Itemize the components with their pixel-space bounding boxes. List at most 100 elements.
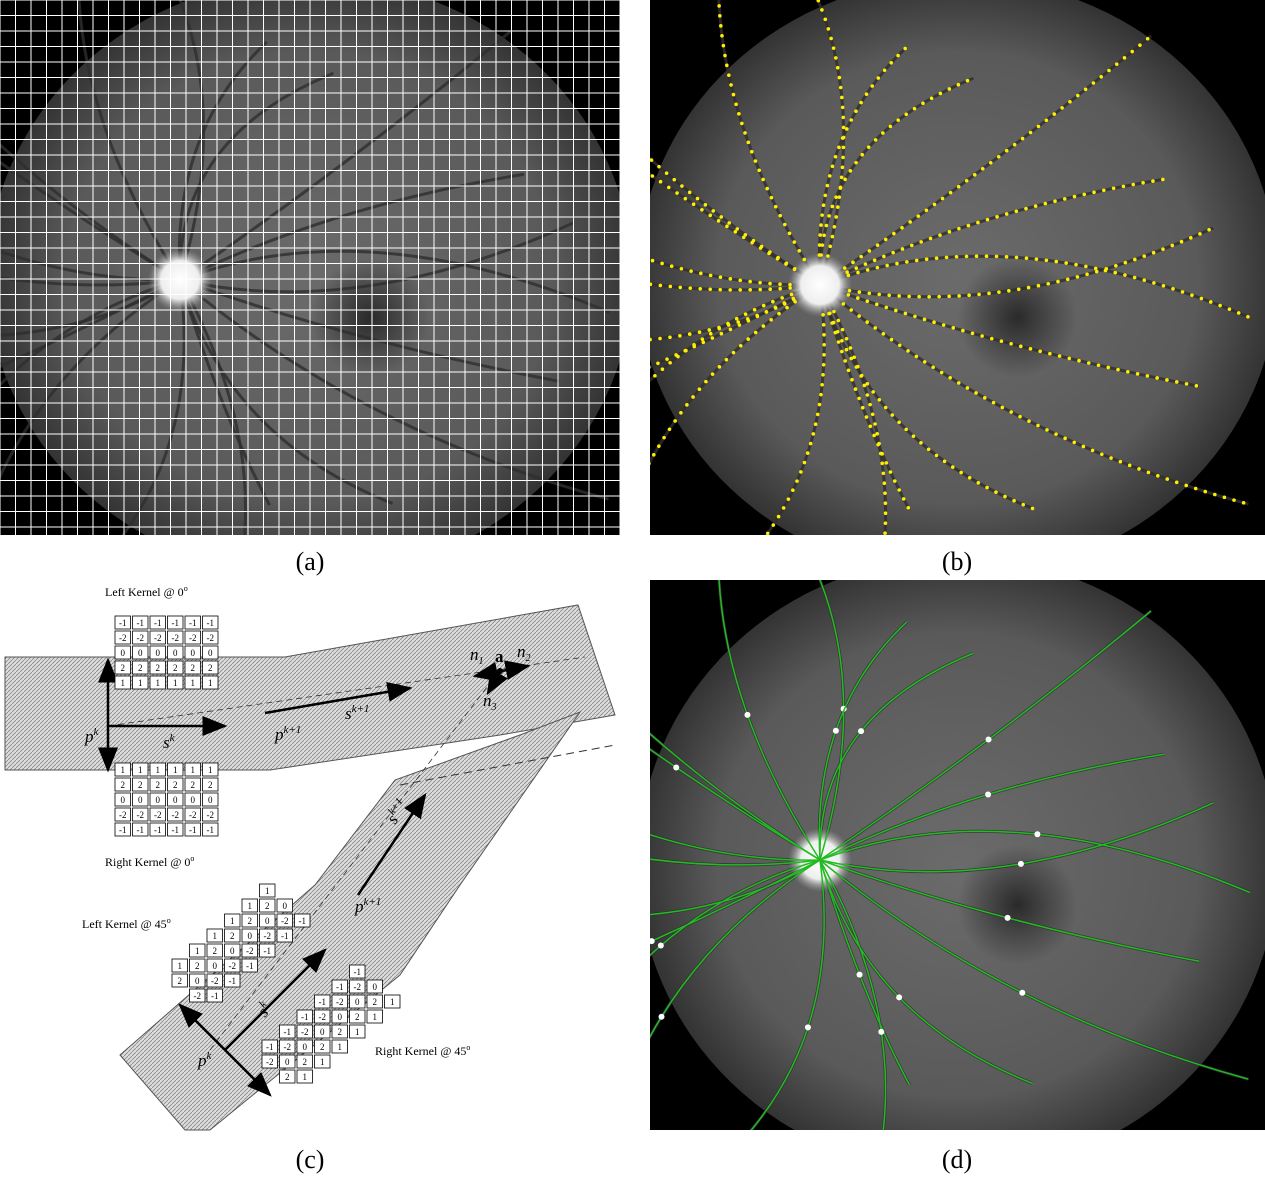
seed-point [629,280,633,284]
seed-point [1123,273,1127,277]
seed-point [1031,507,1035,511]
seed-point [638,339,642,343]
seed-point [1009,410,1013,414]
seed-point [788,286,792,290]
seed-point [1200,297,1204,301]
seed-point [945,256,949,260]
seed-point [638,370,642,374]
seed-point [657,444,661,448]
kernel-value: 1 [208,678,213,688]
seed-point [839,186,843,190]
seed-point [744,312,748,316]
seed-point [900,226,904,230]
seed-point [847,293,851,297]
seed-point [882,471,886,475]
branch-point [637,829,643,835]
seed-point [893,479,897,483]
seed-point [622,516,626,520]
kernel-value: 2 [138,780,143,790]
seed-point [594,643,598,647]
kernel-value: 0 [121,795,126,805]
seed-point [854,109,858,113]
seed-point [859,255,863,259]
seed-point [737,112,741,116]
seed-point [765,187,769,191]
seed-point [908,220,912,224]
seed-point [793,240,797,244]
branch-point [857,972,863,978]
caption: (a) [296,547,325,576]
seed-point [842,302,846,306]
seed-point [790,293,794,297]
seed-point [698,387,702,391]
seed-point [826,254,830,258]
seed-point [662,436,666,440]
kernel-value: 0 [191,795,196,805]
seed-point [856,365,860,369]
seed-point [1242,501,1246,505]
seed-point [825,224,829,228]
seed-point [791,488,795,492]
seed-point [707,328,711,332]
seed-point [748,555,752,559]
seed-point [700,208,704,212]
kernel-value: 2 [265,901,270,911]
seed-point [838,76,842,80]
seed-point [672,178,676,182]
seed-point [683,349,687,353]
seed-point [957,294,961,298]
seed-point [841,116,845,120]
seed-point [729,83,733,87]
kernel-value: -2 [211,976,219,986]
seed-point [1085,272,1089,276]
seed-point [748,280,752,284]
seed-point [1012,499,1016,503]
seed-point [980,334,984,338]
seed-point [1142,278,1146,282]
seed-point [802,258,806,262]
seed-point [661,367,665,371]
seed-point [823,194,827,198]
seed-point [938,233,942,237]
seed-point [1077,359,1081,363]
seed-point [1001,406,1005,410]
seed-point [951,465,955,469]
caption: (d) [942,1145,972,1174]
kernel-value: -2 [194,991,202,1001]
seed-point [901,247,905,251]
kernel-value: -1 [336,982,344,992]
seed-point [871,412,875,416]
seed-point [1099,75,1103,79]
branch-point [659,1014,665,1020]
kernel-value: 2 [138,663,143,673]
seed-point [834,215,838,219]
kernel-value: 0 [138,795,143,805]
seed-point [778,287,782,291]
seed-point [605,574,609,578]
seed-point [665,357,669,361]
seed-point [1209,300,1213,304]
seed-point [689,269,693,273]
seed-point [957,185,961,189]
seed-point [863,384,867,388]
seed-point [748,288,752,292]
seed-point [778,282,782,286]
seed-point [788,283,792,287]
seed-point [792,298,796,302]
seed-point [930,96,934,100]
seed-point [877,442,881,446]
kernel-value: -1 [154,825,162,835]
seed-point [1091,449,1095,453]
seed-point [865,320,869,324]
seed-point [820,383,824,387]
seed-point [670,264,674,268]
kernel-value: -1 [354,967,362,977]
seed-point [959,471,963,475]
seed-point [834,331,838,335]
seed-point [940,371,944,375]
seed-point [965,179,969,183]
kernel-value: 2 [208,663,213,673]
kernel-value: 0 [230,946,235,956]
seed-point [819,253,823,257]
seed-point [1190,293,1194,297]
